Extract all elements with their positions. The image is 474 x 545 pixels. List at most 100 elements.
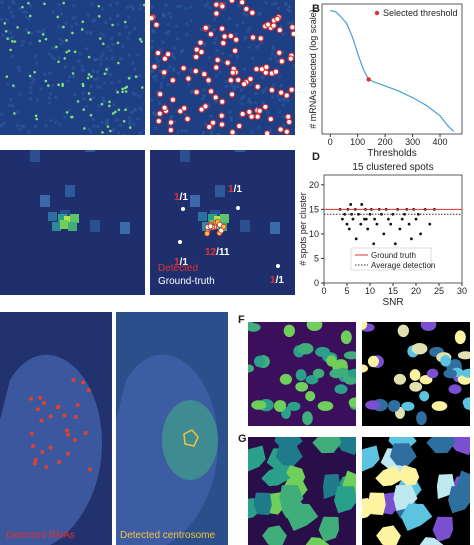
rna-spot [73,415,78,420]
spot [5,75,9,78]
legend-label: Selected threshold [383,8,458,18]
pixel [120,222,130,234]
noise [64,22,68,26]
spot [100,102,104,106]
point [393,242,397,246]
spot [33,70,36,74]
noise [158,69,162,73]
noise [159,85,163,89]
noise [127,15,131,19]
legend-ground-truth: Ground-truth [158,276,215,287]
noise [167,29,171,33]
point [341,217,344,221]
rna-spot [81,380,86,385]
spot [55,45,58,49]
noise [256,44,260,48]
spot [117,108,121,112]
noise [179,4,183,8]
spot [56,15,60,19]
noise [151,29,155,33]
spot [35,117,39,121]
noise [93,77,97,81]
spot [257,35,264,42]
noise [208,103,212,107]
pixel [52,222,61,231]
spot [151,63,158,70]
noise [39,87,43,91]
noise [266,110,270,114]
noise [239,97,243,101]
pixel [235,150,245,152]
spot [9,48,12,52]
centrosome [183,429,199,447]
noise [257,126,261,130]
spot [263,130,271,135]
spot [249,34,257,41]
noise [166,83,170,87]
spot [276,264,280,268]
noise [131,7,135,11]
noise [278,75,282,79]
spot [155,117,162,125]
x-tick-label: 400 [433,137,448,147]
spot [87,73,91,76]
line [330,9,455,132]
cell [375,465,405,487]
noise [49,119,53,123]
cell [334,486,356,514]
noise [72,66,76,70]
spot [202,103,209,110]
noise [109,73,113,77]
spot [288,86,295,93]
noise [91,19,95,23]
pixel [85,150,95,152]
plot-frame [321,3,463,135]
spot [227,77,235,84]
point [375,222,379,226]
noise [219,59,223,63]
point [366,227,370,231]
spot [213,64,220,71]
noise [117,79,121,83]
spot [238,0,246,6]
panel-label: F [238,314,245,326]
noise [101,52,105,56]
noise [150,98,154,102]
noise [164,31,168,35]
spot [283,92,290,99]
point [410,237,413,241]
noise [282,98,286,102]
x-tick-label: 100 [350,137,365,147]
noise [271,95,275,99]
label-rnas: Detected RNAs [6,530,75,541]
point [360,203,364,206]
noise [102,33,106,37]
image [150,0,295,135]
noise [52,46,56,50]
spot [243,5,250,13]
spot [27,1,30,5]
ground-truth-count: 1 [278,275,284,286]
spot [28,74,32,78]
spot [207,223,214,230]
noise [261,75,265,79]
noise [203,122,207,126]
spot [43,2,46,6]
nucleus [362,364,368,373]
noise [58,38,62,42]
spot [156,110,164,117]
spot [167,119,175,126]
nucleus [273,400,286,412]
noise [103,81,107,85]
noise [273,1,277,5]
noise [86,13,90,17]
rna-spot [66,432,71,437]
noise [0,0,4,4]
noise [242,94,246,98]
noise [160,82,164,86]
spot [44,79,48,83]
pixel [270,222,280,234]
noise [189,5,193,9]
spot [156,90,164,98]
noise [241,95,245,99]
